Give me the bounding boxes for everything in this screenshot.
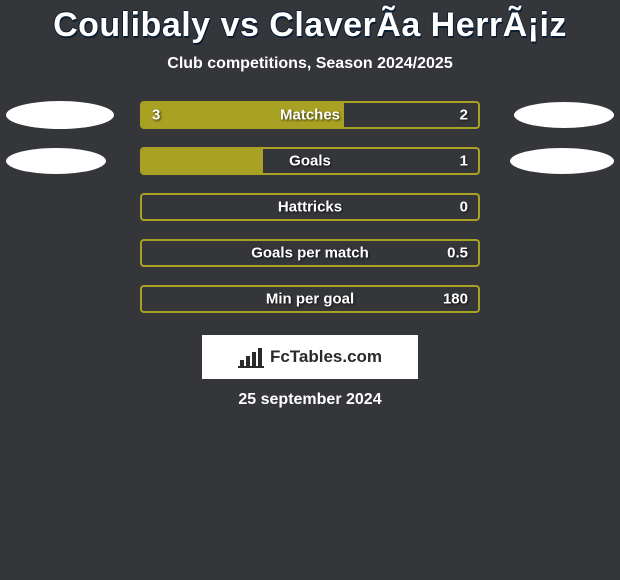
metric-right-value: 1 (460, 153, 468, 170)
metric-left-value: 3 (152, 107, 160, 124)
footer-date: 25 september 2024 (0, 391, 620, 409)
metric-right-value: 0.5 (447, 245, 468, 262)
bar-fill-left (142, 149, 263, 173)
metric-label: Min per goal (266, 291, 354, 308)
source-badge[interactable]: FcTables.com (202, 335, 418, 379)
metric-bar: Hattricks 0 (140, 193, 480, 221)
metric-bar: Min per goal 180 (140, 285, 480, 313)
metric-bar: Goals per match 0.5 (140, 239, 480, 267)
bar-chart-icon (238, 346, 264, 368)
metric-right-value: 0 (460, 199, 468, 216)
metric-row: Min per goal 180 (0, 285, 620, 313)
metric-label: Goals (289, 153, 331, 170)
metric-label: Matches (280, 107, 340, 124)
metric-row: Goals 1 (0, 147, 620, 175)
metric-bar: Matches 3 2 (140, 101, 480, 129)
comparison-subtitle: Club competitions, Season 2024/2025 (0, 55, 620, 73)
left-ellipse (6, 148, 106, 174)
left-ellipse (6, 101, 114, 129)
metric-bar: Goals 1 (140, 147, 480, 175)
metric-row: Goals per match 0.5 (0, 239, 620, 267)
metric-row: Matches 3 2 (0, 101, 620, 129)
comparison-title: Coulibaly vs ClaverÃ­a HerrÃ¡iz (0, 6, 620, 45)
metric-right-value: 180 (443, 291, 468, 308)
metric-rows: Matches 3 2 Goals 1 Hattricks 0 Goals per match… (0, 101, 620, 313)
metric-label: Hattricks (278, 199, 342, 216)
right-ellipse (510, 148, 614, 174)
metric-row: Hattricks 0 (0, 193, 620, 221)
metric-right-value: 2 (460, 107, 468, 124)
source-badge-text: FcTables.com (270, 347, 382, 367)
metric-label: Goals per match (251, 245, 369, 262)
infographic-root: Coulibaly vs ClaverÃ­a HerrÃ¡iz Club com… (0, 0, 620, 409)
right-ellipse (514, 102, 614, 128)
